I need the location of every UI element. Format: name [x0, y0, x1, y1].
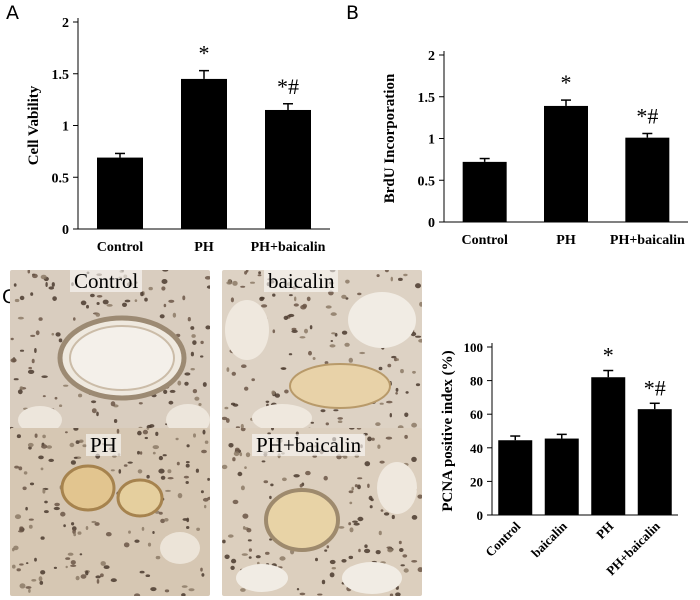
micrograph-label-ph-baicalin: PH+baicalin — [252, 434, 366, 456]
y-axis-label: Cell Vability — [26, 85, 42, 165]
micrograph-label-baicalin: baicalin — [264, 270, 339, 292]
x-tick-label: baicalin — [528, 518, 570, 560]
y-tick-label: 0.5 — [52, 171, 70, 186]
bar-ph — [591, 377, 626, 515]
y-tick-label: 0 — [428, 216, 435, 231]
y-tick-label: 0 — [477, 508, 484, 523]
y-tick-label: 1.5 — [418, 91, 436, 106]
micrograph-baicalin-image — [222, 270, 422, 435]
micrograph-label-control: Control — [70, 270, 143, 292]
cell-viability-chart: 0 0.5 1 1.5 2 Cell Vability Control * PH *# PH+bai… — [26, 16, 330, 255]
significance-mark: * — [603, 343, 614, 368]
y-tick-label: 2 — [62, 16, 69, 31]
bar-control — [498, 440, 533, 515]
x-tick-label: PH — [556, 233, 576, 248]
bar-ph-baicalin — [637, 409, 672, 515]
bar-control — [462, 161, 507, 222]
y-tick-label: 100 — [464, 340, 484, 355]
y-tick-label: 60 — [470, 407, 483, 422]
bar-ph — [181, 78, 227, 229]
y-tick-label: 80 — [470, 374, 483, 389]
panel-label-b: B — [346, 2, 360, 24]
brdu-incorporation-chart: 0 0.5 1 1.5 2 BrdU Incorporation Control * PH *# P… — [382, 49, 688, 248]
pcna-positive-index-chart: 0 20 40 60 80 100 PCNA positive index (%) Contr… — [440, 340, 678, 578]
y-axis-label: PCNA positive index (%) — [440, 350, 456, 511]
micrograph-ph-baicalin: PH+baicalin — [222, 428, 422, 596]
bar-ph — [544, 105, 588, 222]
bar-ph-baicalin — [265, 109, 311, 229]
x-tick-label: Control — [482, 518, 523, 559]
significance-mark: *# — [644, 375, 666, 400]
micrograph-control-image — [10, 270, 210, 435]
bar-control — [97, 157, 143, 229]
significance-mark: *# — [277, 74, 299, 99]
y-tick-label: 0.5 — [418, 174, 436, 189]
significance-mark: * — [199, 41, 210, 66]
panel-label-a: A — [6, 2, 19, 24]
x-tick-label: PH+baicalin — [251, 240, 326, 255]
x-tick-label: Control — [97, 240, 144, 255]
micrograph-ph-baicalin-image — [222, 428, 422, 596]
y-tick-label: 1 — [62, 120, 69, 135]
x-tick-label: PH — [194, 240, 214, 255]
x-tick-label: PH+baicalin — [610, 233, 685, 248]
y-tick-label: 1.5 — [52, 68, 70, 83]
y-tick-label: 20 — [470, 474, 483, 489]
micrograph-ph: PH — [10, 428, 210, 596]
significance-mark: * — [561, 70, 572, 95]
significance-mark: *# — [636, 103, 658, 128]
micrograph-ph-image — [10, 428, 210, 596]
micrograph-label-ph: PH — [86, 434, 121, 456]
y-tick-label: 40 — [470, 441, 483, 456]
y-tick-label: 1 — [428, 133, 435, 148]
y-axis-label: BrdU Incorporation — [382, 73, 398, 203]
bar-baicalin — [544, 438, 579, 515]
micrograph-control: Control — [10, 270, 210, 435]
x-tick-label: Control — [461, 233, 508, 248]
y-tick-label: 0 — [62, 223, 69, 238]
bar-ph-baicalin — [625, 137, 670, 222]
y-tick-label: 2 — [428, 49, 435, 64]
x-tick-label: PH — [593, 519, 616, 542]
micrograph-baicalin: baicalin — [222, 270, 422, 435]
